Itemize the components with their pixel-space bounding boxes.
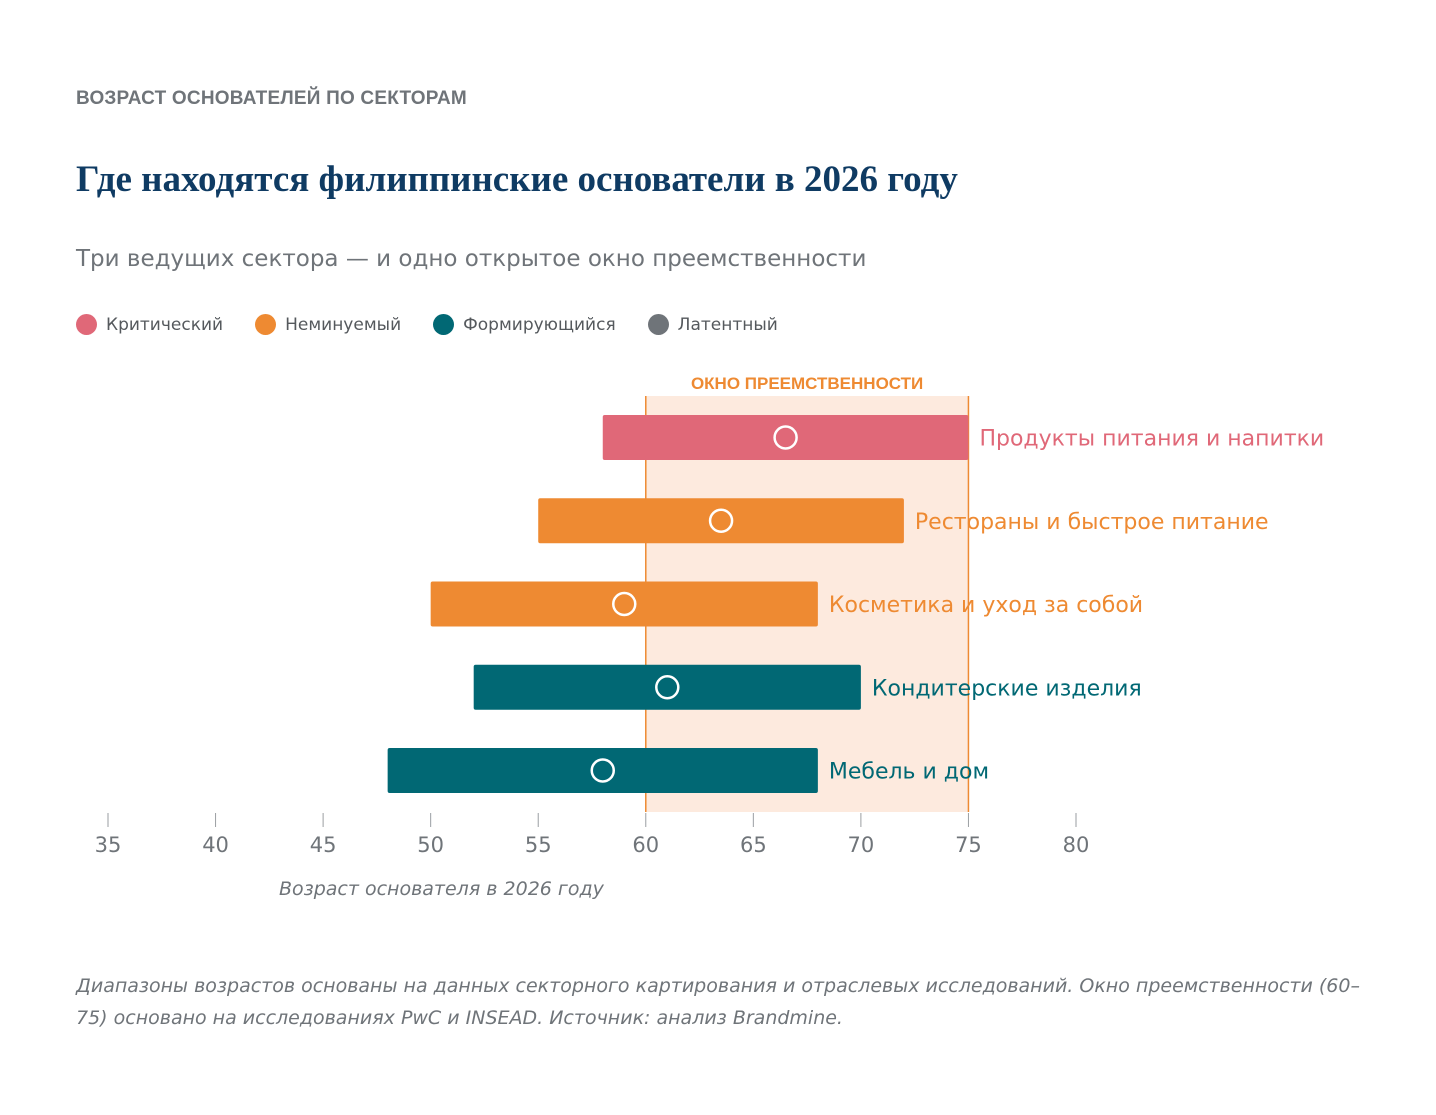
x-tick-label: 50: [417, 833, 444, 857]
range-bar: [538, 498, 904, 544]
x-tick-label: 45: [310, 833, 337, 857]
bar-label: Кондитерские изделия: [872, 676, 1142, 701]
legend-item-latent: Латентный: [647, 314, 778, 335]
x-tick-label: 80: [1063, 833, 1090, 857]
legend-item-imminent: Неминуемый: [255, 314, 401, 335]
median-marker: [708, 508, 734, 533]
chart-eyebrow: ВОЗРАСТ ОСНОВАТЕЛЕЙ ПО СЕКТОРАМ: [76, 88, 467, 109]
range-bar: [430, 581, 818, 627]
succession-window-label: ОКНО ПРЕЕМСТВЕННОСТИ: [691, 374, 923, 393]
chart-subtitle: Три ведущих сектора — и одно открытое ок…: [76, 246, 867, 272]
x-tick-label: 65: [740, 833, 767, 857]
legend-item-emerging: Формирующийся: [433, 314, 616, 335]
legend-label-imminent: Неминуемый: [285, 314, 402, 335]
x-tick-label: 35: [95, 833, 122, 857]
legend-item-critical: Критический: [76, 314, 223, 335]
range-bar: [602, 415, 969, 460]
x-tick-label: 40: [202, 833, 229, 857]
x-tick-label: 70: [848, 833, 875, 857]
legend-label-critical: Критический: [106, 314, 224, 335]
legend-swatch-emerging: [433, 314, 455, 335]
legend-swatch-latent: [647, 314, 669, 335]
median-marker: [590, 758, 616, 783]
range-bar: [473, 664, 861, 710]
range-bar-chart: ОКНО ПРЕЕМСТВЕННОСТИ Продукты питания и н…: [95, 374, 1325, 900]
legend-label-emerging: Формирующийся: [463, 314, 616, 335]
x-tick-label: 75: [955, 833, 982, 857]
bar-label: Мебель и дом: [829, 760, 989, 785]
bar-label: Рестораны и быстрое питание: [915, 510, 1269, 535]
bar-label: Косметика и уход за собой: [829, 593, 1143, 618]
x-tick-label: 55: [525, 833, 552, 857]
legend-label-latent: Латентный: [677, 314, 778, 335]
median-marker: [655, 675, 680, 700]
x-axis-label: Возраст основателя в 2026 году: [279, 878, 605, 900]
legend-swatch-critical: [76, 314, 97, 335]
chart-title: Где находятся филиппинские основатели в …: [76, 159, 958, 200]
legend-swatch-imminent: [255, 314, 277, 335]
x-tick-label: 60: [632, 833, 659, 857]
bar-label: Продукты питания и напитки: [979, 427, 1324, 452]
range-bar: [387, 748, 818, 793]
chart-legend: Критический Неминуемый Формирующийся Лат…: [76, 314, 810, 335]
chart-footnote: Диапазоны возрастов основаны на данных с…: [76, 975, 1360, 1029]
median-marker: [612, 591, 637, 617]
median-marker: [773, 425, 798, 450]
